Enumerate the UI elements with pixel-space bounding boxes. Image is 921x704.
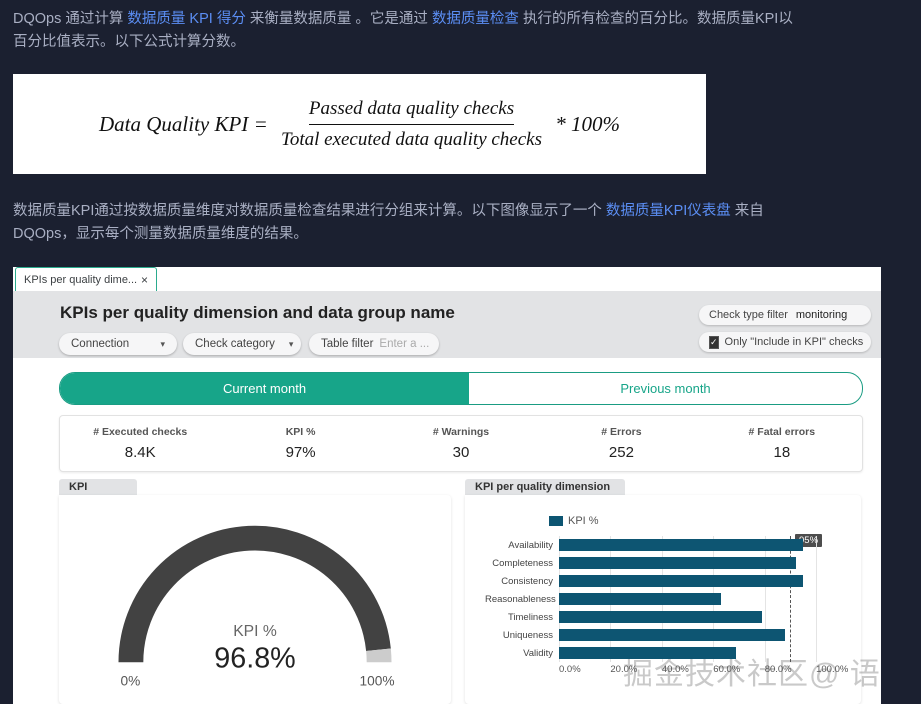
svg-text:100%: 100% <box>360 674 395 689</box>
svg-text:KPI %: KPI % <box>233 623 277 640</box>
svg-text:96.8%: 96.8% <box>214 642 295 674</box>
svg-text:0%: 0% <box>120 674 140 689</box>
